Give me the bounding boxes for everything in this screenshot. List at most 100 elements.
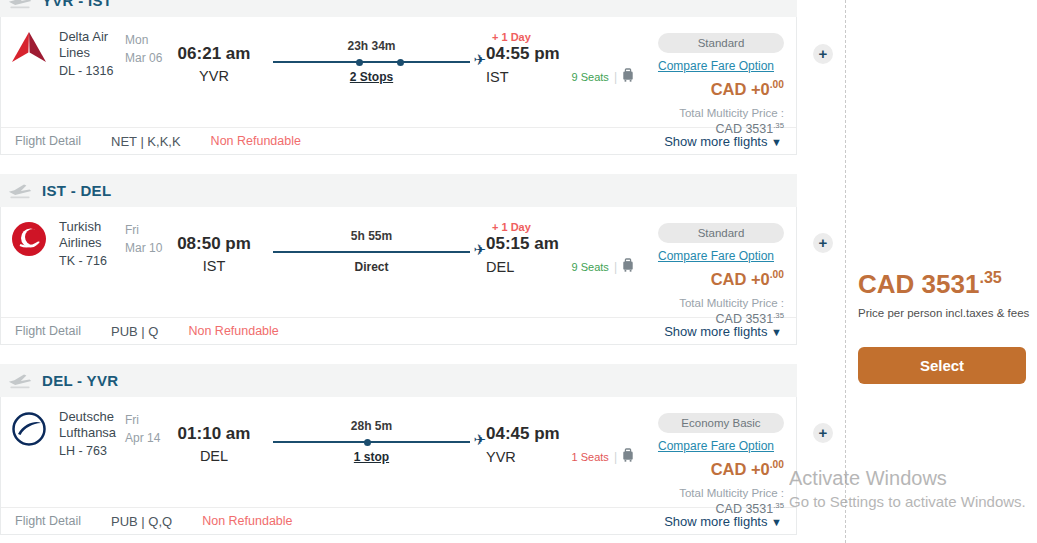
arrival-time: 05:15 am <box>486 234 634 254</box>
departure-time: 06:21 am <box>173 44 255 64</box>
watermark-title: Activate Windows <box>789 467 1026 490</box>
add-flight-button[interactable]: + <box>813 423 833 443</box>
departure-time: 01:10 am <box>173 424 255 444</box>
add-flight-button[interactable]: + <box>813 44 833 64</box>
airline-info: Deutsche Lufthansa LH - 763 <box>59 409 125 458</box>
airline-name: Deutsche Lufthansa <box>59 409 125 440</box>
flight-timeline: 28h 5m ✈ 1 stop <box>273 409 470 464</box>
flight-path-line: ✈ <box>273 441 470 443</box>
baggage-icon <box>622 258 634 276</box>
stop-dot <box>364 439 371 446</box>
flight-path-line: ✈ <box>273 61 470 63</box>
plane-icon: ✈ <box>473 431 486 449</box>
compare-fare-link[interactable]: Compare Fare Option <box>648 59 784 73</box>
separator: | <box>614 70 617 84</box>
flight-path-line: ✈ <box>273 251 470 253</box>
lufthansa-logo <box>11 411 49 451</box>
departure-date: Mar 06 <box>125 49 173 67</box>
flight-detail-link[interactable]: Flight Detail <box>15 324 81 338</box>
airline-info: Delta Air Lines DL - 1316 <box>59 29 125 78</box>
refundability-label: Non Refundable <box>211 134 301 148</box>
price-summary-panel: CAD 3531.35 Price per person incl.taxes … <box>858 268 1026 384</box>
flight-card: Turkish Airlines TK - 716 Fri Mar 10 08:… <box>0 207 797 345</box>
flight-results-page: YVR - IST Delta Air Lines DL - 1316 Mon … <box>0 0 1037 543</box>
fare-difference: CAD +0.00 <box>634 79 784 99</box>
arrival-time: 04:45 pm <box>486 424 634 444</box>
arrival-block: + 1 Day 04:55 pm IST 9 Seats | <box>486 31 634 86</box>
show-more-flights-link[interactable]: Show more flights ▼ <box>664 134 782 149</box>
total-price-label: Total Multicity Price : <box>634 487 784 499</box>
stops-link[interactable]: 1 stop <box>273 450 470 464</box>
separator: | <box>614 260 617 274</box>
flight-card-main: Delta Air Lines DL - 1316 Mon Mar 06 06:… <box>1 17 796 127</box>
stops-link[interactable]: 2 Stops <box>273 70 470 84</box>
arrival-block: + 1 Day 05:15 am DEL 9 Seats | <box>486 221 634 276</box>
flight-segment-ist-del: IST - DEL Turkish Airlines TK - 716 Fri … <box>0 174 797 345</box>
departure-day: Fri <box>125 221 173 239</box>
compare-fare-link[interactable]: Compare Fare Option <box>648 249 784 263</box>
caret-down-icon: ▼ <box>771 136 782 148</box>
departure-airport: DEL <box>173 448 255 464</box>
flight-detail-link[interactable]: Flight Detail <box>15 134 81 148</box>
plus-day-label: + 1 Day <box>486 221 634 234</box>
stops-label: Direct <box>273 260 470 274</box>
compare-fare-link[interactable]: Compare Fare Option <box>648 439 784 453</box>
summary-divider <box>845 0 846 543</box>
delta-airlines-logo <box>11 31 49 67</box>
show-more-flights-link[interactable]: Show more flights ▼ <box>664 324 782 339</box>
select-button[interactable]: Select <box>858 347 1026 384</box>
departure-date-block: Mon Mar 06 <box>125 31 173 67</box>
plus-day-label <box>486 411 634 424</box>
arrival-airport: IST <box>486 69 509 85</box>
arrival-detail-row: DEL 9 Seats | <box>486 258 634 276</box>
departure-date: Apr 14 <box>125 429 173 447</box>
departure-airport: YVR <box>173 68 255 84</box>
departure-block: 08:50 pm IST <box>173 234 255 274</box>
airline-name: Turkish Airlines <box>59 219 125 250</box>
flight-card-main: Turkish Airlines TK - 716 Fri Mar 10 08:… <box>1 207 796 317</box>
route-header: IST - DEL <box>0 174 797 207</box>
route-title: IST - DEL <box>42 182 111 199</box>
airline-info: Turkish Airlines TK - 716 <box>59 219 125 268</box>
plane-takeoff-icon <box>8 373 34 389</box>
price-note: Price per person incl.taxes & fees <box>858 307 1026 319</box>
flight-timeline: 5h 55m ✈ Direct <box>273 219 470 274</box>
refundability-label: Non Refundable <box>188 324 278 338</box>
fare-difference: CAD +0.00 <box>634 459 784 479</box>
arrival-airport: DEL <box>486 259 514 275</box>
flight-number: DL - 1316 <box>59 64 125 78</box>
plane-takeoff-icon <box>8 183 34 199</box>
flight-card: Delta Air Lines DL - 1316 Mon Mar 06 06:… <box>0 17 797 155</box>
departure-date: Mar 10 <box>125 239 173 257</box>
caret-down-icon: ▼ <box>771 326 782 338</box>
arrival-airport: YVR <box>486 449 516 465</box>
airline-name: Delta Air Lines <box>59 29 125 60</box>
plane-icon: ✈ <box>473 51 486 69</box>
fare-type-badge: Standard <box>658 33 784 53</box>
flight-card: Deutsche Lufthansa LH - 763 Fri Apr 14 0… <box>0 397 797 535</box>
flight-duration: 23h 34m <box>273 39 470 53</box>
fare-basis: PUB | Q <box>111 324 158 339</box>
departure-airport: IST <box>173 258 255 274</box>
plane-takeoff-icon <box>8 0 34 9</box>
flight-detail-link[interactable]: Flight Detail <box>15 514 81 528</box>
baggage-icon <box>622 68 634 86</box>
flight-segment-yvr-ist: YVR - IST Delta Air Lines DL - 1316 Mon … <box>0 0 797 155</box>
fare-type-badge: Economy Basic <box>658 413 784 433</box>
flight-segments-list: YVR - IST Delta Air Lines DL - 1316 Mon … <box>0 0 797 543</box>
departure-date-block: Fri Mar 10 <box>125 221 173 257</box>
plus-day-label: + 1 Day <box>486 31 634 44</box>
show-more-flights-link[interactable]: Show more flights ▼ <box>664 514 782 529</box>
departure-day: Fri <box>125 411 173 429</box>
flight-number: TK - 716 <box>59 254 125 268</box>
fare-type-badge: Standard <box>658 223 784 243</box>
seats-left: 1 Seats <box>572 451 609 463</box>
seats-left: 9 Seats <box>572 71 609 83</box>
stop-dot <box>397 59 404 66</box>
total-itinerary-price: CAD 3531.35 <box>858 268 1026 300</box>
route-header: DEL - YVR <box>0 364 797 397</box>
departure-block: 06:21 am YVR <box>173 44 255 84</box>
add-flight-button[interactable]: + <box>813 233 833 253</box>
fare-basis: PUB | Q,Q <box>111 514 172 529</box>
watermark-subtitle: Go to Settings to activate Windows. <box>789 493 1026 510</box>
